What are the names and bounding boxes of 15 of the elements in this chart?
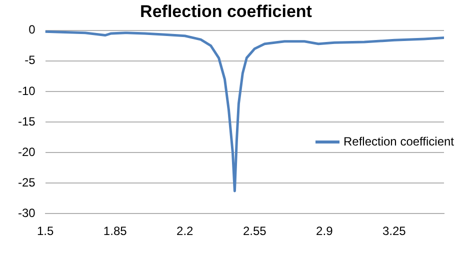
legend-label: Reflection coefficient	[343, 134, 455, 148]
y-tick-label: -15	[18, 114, 36, 128]
y-tick-label: -30	[18, 206, 36, 220]
x-tick-label: 3.25	[382, 224, 406, 238]
x-tick-label: 2.9	[316, 224, 334, 238]
y-tick-label: -25	[18, 175, 36, 190]
y-tick-label: 0	[28, 22, 36, 37]
y-tick-label: -5	[24, 53, 36, 68]
y-tick-label: -20	[18, 144, 36, 159]
x-tick-label: 1.85	[103, 224, 128, 238]
x-tick-label: 2.2	[176, 224, 194, 238]
x-tick-label: 2.55	[242, 224, 267, 238]
chart-title: Reflection coefficient	[140, 2, 312, 21]
y-tick-label: -10	[18, 84, 36, 98]
x-tick-label: 1.5	[37, 224, 54, 238]
